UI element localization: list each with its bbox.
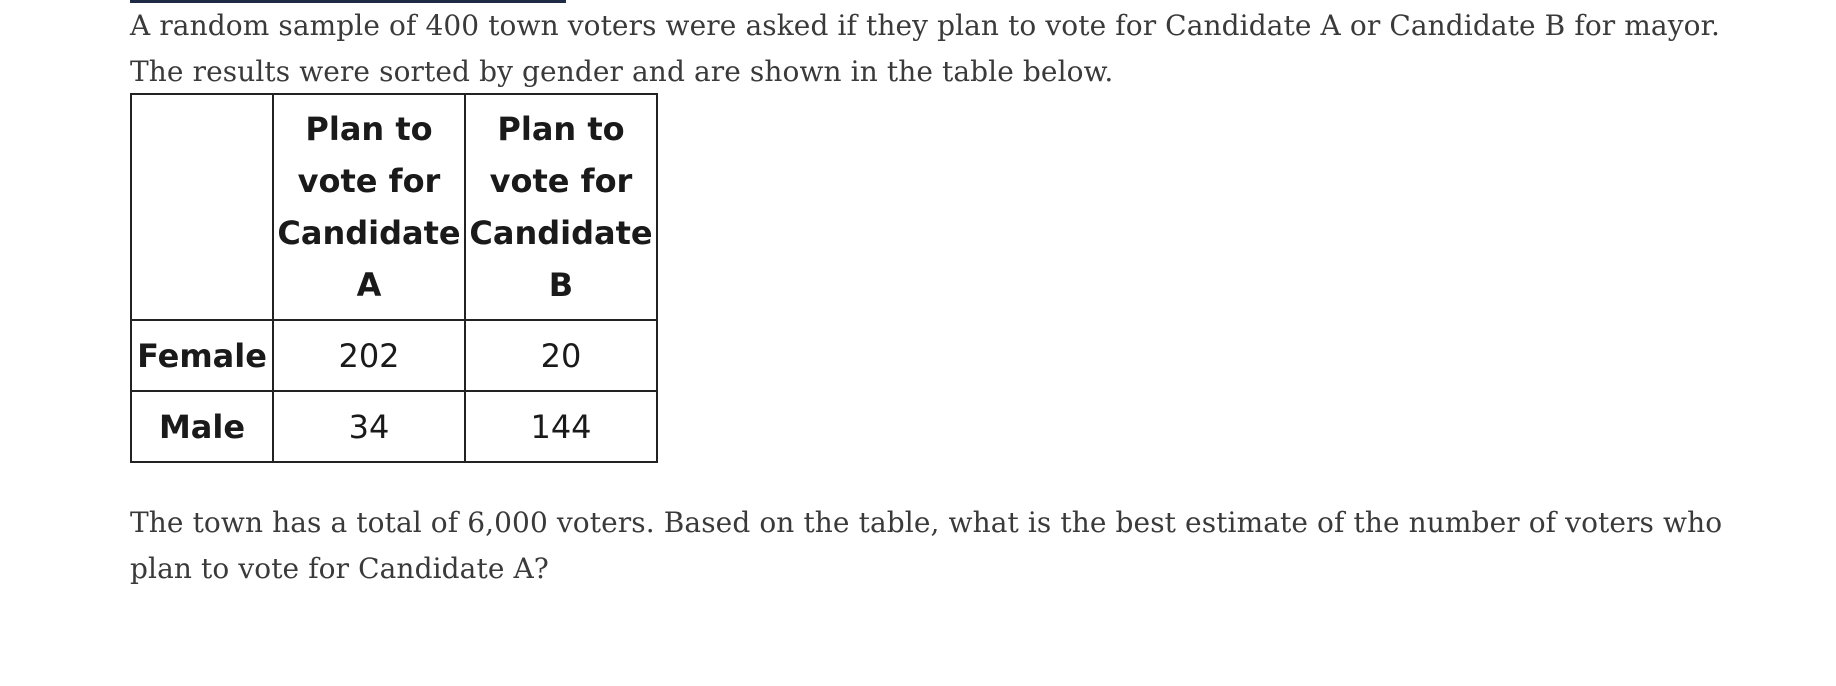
table-row: Male 34 144 [130, 390, 658, 463]
cell-male-candidate-b: 144 [464, 390, 658, 463]
column-header-candidate-b: Plan to vote for Candidate B [464, 93, 658, 321]
cell-male-candidate-a: 34 [272, 390, 466, 463]
row-header-male: Male [130, 390, 274, 463]
intro-line-1: A random sample of 400 town voters were … [130, 9, 1720, 42]
top-divider [130, 0, 566, 3]
question-paragraph: The town has a total of 6,000 voters. Ba… [130, 500, 1730, 592]
column-header-candidate-a: Plan to vote for Candidate A [272, 93, 466, 321]
question-line-2: plan to vote for Candidate A? [130, 552, 549, 585]
cell-female-candidate-a: 202 [272, 319, 466, 392]
table-corner-cell [130, 93, 274, 321]
table-header-row: Plan to vote for Candidate A Plan to vot… [130, 93, 658, 321]
question-line-1: The town has a total of 6,000 voters. Ba… [130, 506, 1723, 539]
voter-table: Plan to vote for Candidate A Plan to vot… [130, 93, 658, 463]
intro-line-2: The results were sorted by gender and ar… [130, 55, 1114, 88]
cell-female-candidate-b: 20 [464, 319, 658, 392]
table-row: Female 202 20 [130, 319, 658, 392]
intro-paragraph: A random sample of 400 town voters were … [130, 3, 1730, 95]
row-header-female: Female [130, 319, 274, 392]
